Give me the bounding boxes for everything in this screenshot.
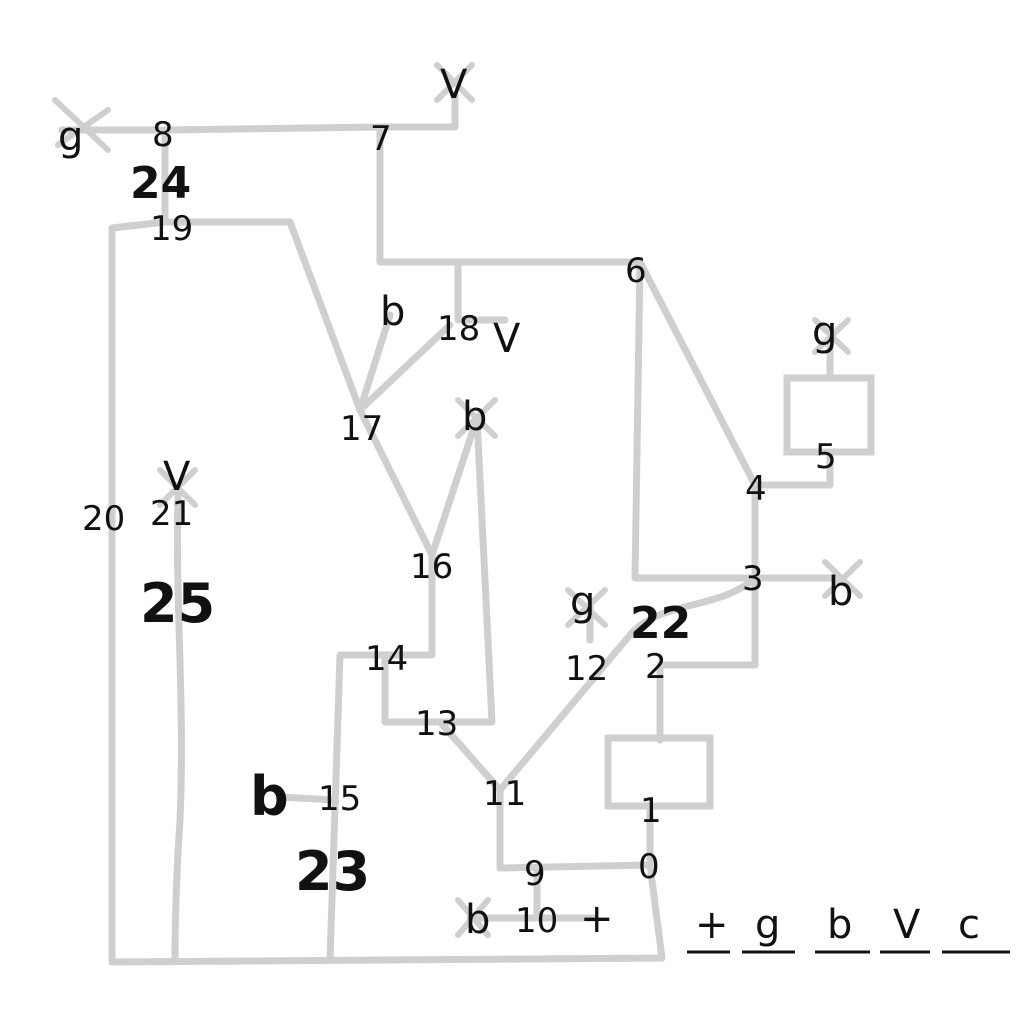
terminal-g-5: g (812, 309, 837, 355)
terminal-marks (52, 62, 863, 938)
xmark-b-10 (455, 897, 491, 938)
wire-23-label: 23 (295, 840, 370, 903)
wire-6-3 (631, 258, 844, 582)
wire-7-6 (376, 123, 644, 266)
xmark-g-left (52, 97, 111, 153)
wire-0-bottom (108, 218, 666, 966)
xmark-g-12 (565, 587, 608, 628)
node-9-label: 9 (524, 854, 546, 894)
node-labels: 0 1 2 3 4 5 6 7 8 9 10 11 12 13 14 15 16… (82, 115, 837, 941)
wire-4-5 (751, 448, 834, 489)
legend-item-1: g (755, 902, 780, 948)
xmark-v-21 (157, 467, 198, 508)
wire-25-label: 25 (140, 572, 215, 635)
terminal-b-16: b (462, 394, 487, 440)
node-2-label: 2 (645, 647, 667, 687)
wire-17-b (356, 311, 394, 414)
node-7-label: 7 (370, 119, 392, 159)
legend-item-3: V (893, 902, 921, 948)
wire-16-b-13 (381, 414, 496, 726)
xmark-b-3 (822, 559, 863, 599)
terminal-plus-10: + (580, 896, 614, 942)
node-3-label: 3 (742, 559, 764, 599)
node-4-label: 4 (745, 469, 767, 509)
box-5 (783, 374, 875, 456)
node-18-label: 18 (437, 309, 480, 349)
wire-labels: 24 25 22 23 (130, 158, 691, 903)
legend-item-2: b (827, 902, 852, 948)
node-21-label: 21 (150, 494, 193, 534)
wire-6-4-3 (636, 258, 759, 744)
wire-g-8-7-v (58, 91, 459, 134)
terminal-b-17: b (380, 289, 405, 335)
terminal-v-18: V (493, 316, 521, 362)
terminal-labels: g V b V b g b g V b b + (58, 62, 853, 943)
node-0-label: 0 (638, 847, 660, 887)
terminal-g-left: g (58, 114, 83, 160)
node-15-label: 15 (318, 779, 361, 819)
node-8-label: 8 (152, 115, 174, 155)
legend-item-0: + (695, 902, 729, 948)
terminal-v-top: V (440, 62, 468, 108)
node-11-label: 11 (483, 774, 526, 814)
legend-item-4: c (958, 902, 980, 948)
node-14-label: 14 (365, 639, 408, 679)
wire-25 (171, 491, 185, 966)
wire-22 (496, 574, 759, 794)
node-17-label: 17 (340, 409, 383, 449)
terminal-b-15: b (250, 765, 289, 828)
xmark-g-5 (812, 317, 851, 355)
terminal-v-21: V (163, 454, 191, 500)
terminal-b-3: b (828, 569, 853, 615)
wire-13-11 (436, 718, 654, 872)
xmark-b-16 (455, 397, 498, 439)
node-20-label: 20 (82, 499, 125, 539)
terminal-b-10: b (465, 897, 490, 943)
wire-24-label: 24 (130, 158, 191, 209)
node-12-label: 12 (565, 649, 608, 689)
wire-18-stub (454, 258, 509, 324)
terminal-g-12: g (570, 579, 595, 625)
node-10-label: 10 (515, 901, 558, 941)
xmark-v-top (434, 62, 475, 103)
node-19-label: 19 (150, 209, 193, 249)
wire-15-b (276, 793, 339, 804)
wires (58, 91, 844, 966)
node-16-label: 16 (410, 547, 453, 587)
node-1-label: 1 (640, 791, 662, 831)
wire-17-18 (356, 321, 454, 414)
node-6-label: 6 (625, 251, 647, 291)
node-13-label: 13 (415, 704, 458, 744)
box-1 (604, 734, 714, 810)
wire-22-label: 22 (630, 598, 691, 649)
node-5-label: 5 (815, 437, 837, 477)
legend: + g b V c (687, 902, 1010, 954)
